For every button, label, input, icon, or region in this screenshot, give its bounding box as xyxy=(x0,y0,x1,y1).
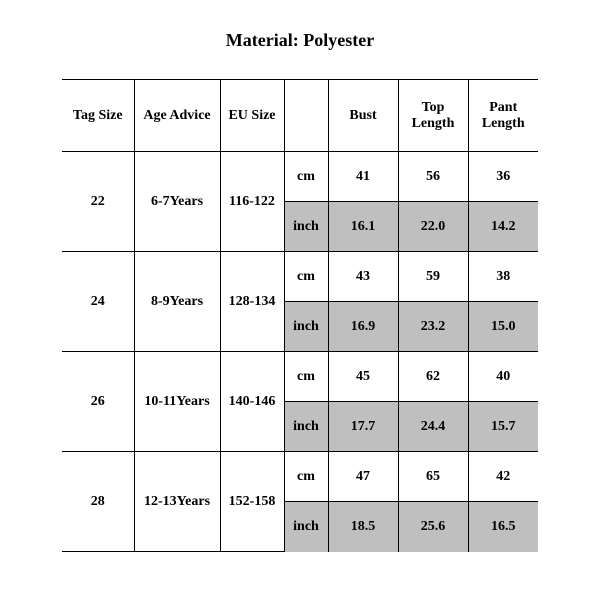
cell-tag-size: 26 xyxy=(62,352,134,452)
cell-unit-inch: inch xyxy=(284,202,328,252)
cell-bust: 17.7 xyxy=(328,402,398,452)
cell-top-length: 62 xyxy=(398,352,468,402)
cell-bust: 43 xyxy=(328,252,398,302)
cell-age-advice: 12-13Years xyxy=(134,452,220,552)
col-top-length: Top Length xyxy=(398,80,468,152)
col-pant-length: Pant Length xyxy=(468,80,538,152)
cell-unit-cm: cm xyxy=(284,352,328,402)
cell-unit-inch: inch xyxy=(284,302,328,352)
cell-bust: 16.1 xyxy=(328,202,398,252)
cell-bust: 45 xyxy=(328,352,398,402)
cell-pant-length: 38 xyxy=(468,252,538,302)
cell-unit-cm: cm xyxy=(284,152,328,202)
cell-top-length: 59 xyxy=(398,252,468,302)
cell-pant-length: 15.7 xyxy=(468,402,538,452)
col-unit xyxy=(284,80,328,152)
cell-tag-size: 28 xyxy=(62,452,134,552)
sizing-table: Tag Size Age Advice EU Size Bust Top Len… xyxy=(62,79,538,552)
cell-age-advice: 10-11Years xyxy=(134,352,220,452)
cell-top-length: 23.2 xyxy=(398,302,468,352)
cell-bust: 41 xyxy=(328,152,398,202)
col-tag-size: Tag Size xyxy=(62,80,134,152)
page-title: Material: Polyester xyxy=(226,30,374,51)
cell-pant-length: 15.0 xyxy=(468,302,538,352)
cell-pant-length: 42 xyxy=(468,452,538,502)
cell-bust: 16.9 xyxy=(328,302,398,352)
cell-eu-size: 116-122 xyxy=(220,152,284,252)
cell-unit-inch: inch xyxy=(284,402,328,452)
cell-bust: 47 xyxy=(328,452,398,502)
page-root: Material: Polyester Tag Size Age Advice … xyxy=(0,0,600,600)
cell-top-length: 25.6 xyxy=(398,502,468,552)
cell-unit-cm: cm xyxy=(284,252,328,302)
cell-top-length: 24.4 xyxy=(398,402,468,452)
table-row: 26 10-11Years 140-146 cm 45 62 40 xyxy=(62,352,538,402)
cell-pant-length: 16.5 xyxy=(468,502,538,552)
cell-eu-size: 128-134 xyxy=(220,252,284,352)
cell-top-length: 65 xyxy=(398,452,468,502)
table-row: 22 6-7Years 116-122 cm 41 56 36 xyxy=(62,152,538,202)
cell-bust: 18.5 xyxy=(328,502,398,552)
cell-pant-length: 14.2 xyxy=(468,202,538,252)
col-eu-size: EU Size xyxy=(220,80,284,152)
cell-pant-length: 36 xyxy=(468,152,538,202)
cell-top-length: 56 xyxy=(398,152,468,202)
cell-age-advice: 6-7Years xyxy=(134,152,220,252)
cell-unit-inch: inch xyxy=(284,502,328,552)
cell-eu-size: 152-158 xyxy=(220,452,284,552)
table-header-row: Tag Size Age Advice EU Size Bust Top Len… xyxy=(62,80,538,152)
col-bust: Bust xyxy=(328,80,398,152)
cell-unit-cm: cm xyxy=(284,452,328,502)
table-row: 28 12-13Years 152-158 cm 47 65 42 xyxy=(62,452,538,502)
cell-tag-size: 22 xyxy=(62,152,134,252)
cell-tag-size: 24 xyxy=(62,252,134,352)
cell-age-advice: 8-9Years xyxy=(134,252,220,352)
table-row: 24 8-9Years 128-134 cm 43 59 38 xyxy=(62,252,538,302)
cell-top-length: 22.0 xyxy=(398,202,468,252)
cell-pant-length: 40 xyxy=(468,352,538,402)
cell-eu-size: 140-146 xyxy=(220,352,284,452)
col-age-advice: Age Advice xyxy=(134,80,220,152)
